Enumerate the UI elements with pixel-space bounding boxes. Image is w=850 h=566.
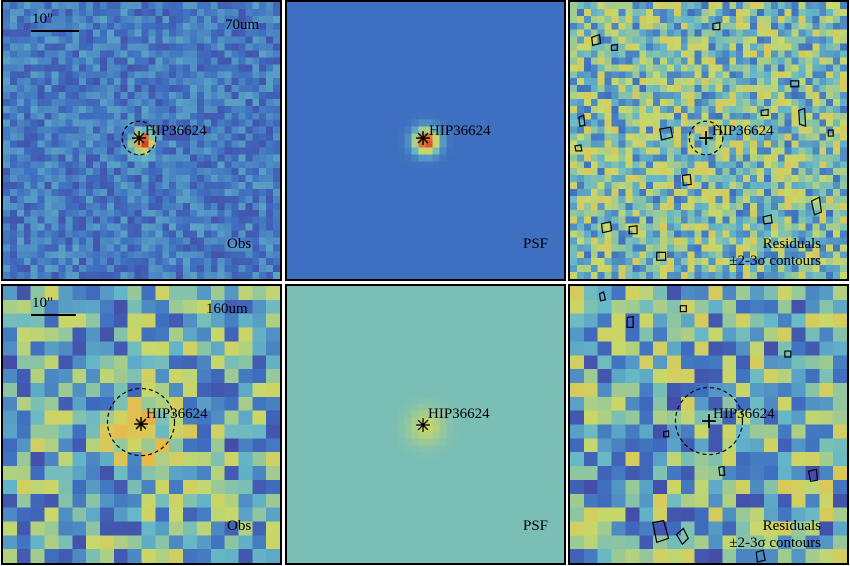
band-label: 160um xyxy=(206,301,248,317)
residual-overlay-160um xyxy=(598,291,819,563)
aperture-circle xyxy=(121,120,157,156)
obs-panel-160um: 10" 160um HIP36624 Obs xyxy=(1,284,282,565)
residual-image-70um xyxy=(570,2,847,279)
source-label: HIP36624 xyxy=(145,123,207,139)
plus-marker-icon xyxy=(699,131,713,145)
residual-legend: Residuals ±2-3σ contours xyxy=(729,236,821,270)
residual-panel-160um: HIP36624 Residuals ±2-3σ contours xyxy=(568,284,849,565)
contour-label: ±2-3σ contours xyxy=(729,253,821,269)
panel-label: PSF xyxy=(523,236,549,252)
star-marker-icon xyxy=(416,131,430,145)
residual-overlay-70um xyxy=(574,22,834,261)
scale-bar-label: 10" xyxy=(32,11,54,27)
obs-overlay-160um xyxy=(106,387,176,457)
aperture-circle xyxy=(106,387,176,457)
residual-label: Residuals xyxy=(762,236,821,252)
star-marker-icon xyxy=(134,417,148,431)
panel-label: Obs xyxy=(227,236,252,252)
psf-overlay-160um xyxy=(416,418,430,432)
scale-bar xyxy=(31,314,76,316)
psf-panel-70um: HIP36624 PSF xyxy=(285,0,566,281)
contour-lines xyxy=(574,22,834,261)
source-label: HIP36624 xyxy=(429,123,491,139)
source-label: HIP36624 xyxy=(146,406,208,422)
aperture-circle xyxy=(688,120,724,156)
scale-bar-label: 10" xyxy=(32,295,54,311)
star-marker-icon xyxy=(416,418,430,432)
psf-overlay-70um xyxy=(416,131,430,145)
residual-panel-70um: HIP36624 Residuals ±2-3σ contours xyxy=(568,0,849,281)
obs-panel-70um: 10" 70um HIP36624 Obs xyxy=(1,0,282,281)
star-marker-icon xyxy=(132,131,146,145)
psf-panel-160um: HIP36624 PSF xyxy=(285,284,566,565)
residual-label: Residuals xyxy=(762,518,821,534)
panel-label: Obs xyxy=(227,518,252,534)
residual-legend: Residuals ±2-3σ contours xyxy=(729,518,821,552)
contour-label: ±2-3σ contours xyxy=(729,535,821,551)
plus-marker-icon xyxy=(702,414,716,428)
scale-bar xyxy=(31,30,79,32)
contour-lines xyxy=(598,291,819,563)
source-label: HIP36624 xyxy=(713,406,775,422)
source-label: HIP36624 xyxy=(428,406,490,422)
band-label: 70um xyxy=(225,17,260,33)
source-label: HIP36624 xyxy=(712,123,774,139)
obs-overlay-70um xyxy=(121,120,157,156)
aperture-circle xyxy=(674,386,744,456)
panel-label: PSF xyxy=(523,518,549,534)
